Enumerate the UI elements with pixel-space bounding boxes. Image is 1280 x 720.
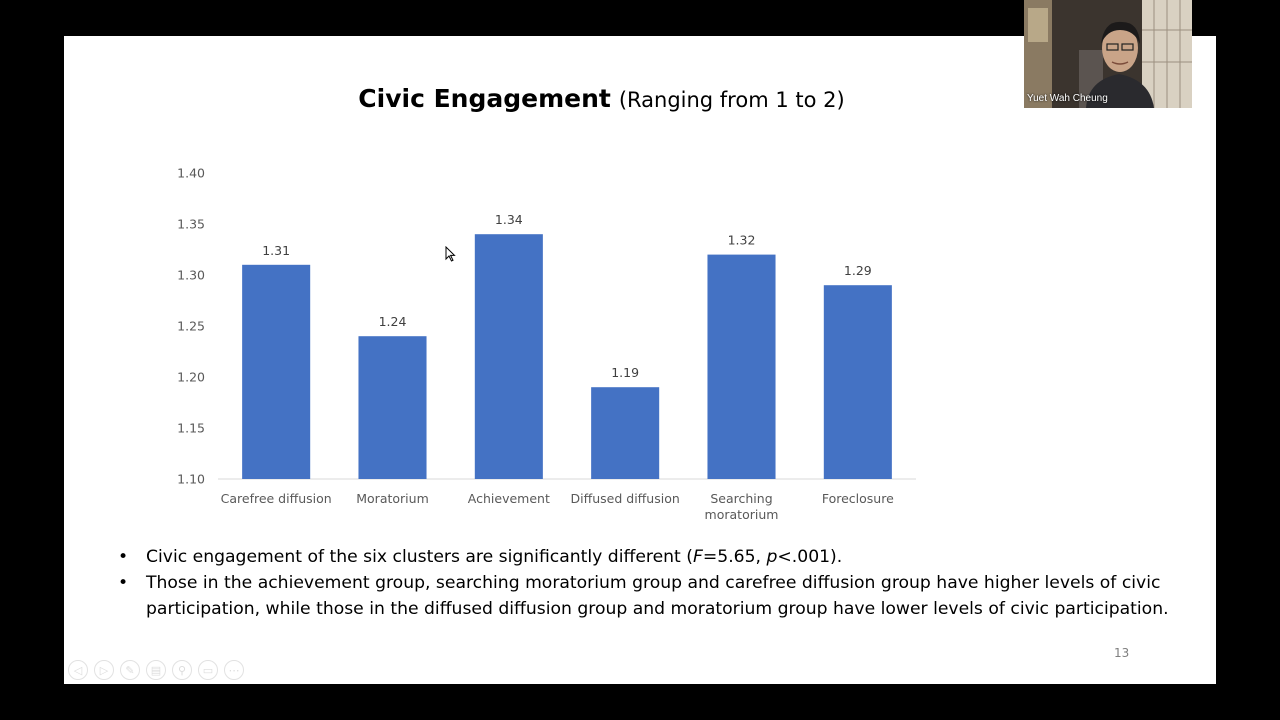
bullet-text: <.001).	[777, 547, 843, 567]
data-label: 1.24	[379, 314, 407, 329]
zoom-icon[interactable]: ⚲	[172, 660, 192, 680]
bullet-item: • Civic engagement of the six clusters ar…	[118, 544, 1208, 570]
bar	[823, 285, 892, 479]
y-tick-label: 1.25	[177, 319, 205, 334]
x-category-label: Carefree diffusion	[221, 491, 332, 506]
y-tick-label: 1.15	[177, 421, 205, 436]
data-label: 1.32	[728, 233, 756, 248]
bar	[591, 387, 660, 479]
slides-icon[interactable]: ▤	[146, 660, 166, 680]
slide-title-main: Civic Engagement	[358, 84, 611, 113]
bullet-text: F	[692, 547, 703, 567]
participant-video[interactable]: Yuet Wah Cheung	[1024, 0, 1192, 108]
y-tick-label: 1.40	[177, 166, 205, 181]
bullet-text: =5.65,	[702, 547, 767, 567]
bullet-list: • Civic engagement of the six clusters ar…	[118, 544, 1208, 622]
subtitles-icon[interactable]: ▭	[198, 660, 218, 680]
bullet-item: • Those in the achievement group, searchi…	[118, 570, 1208, 622]
bar-chart: 1.10 1.15 1.20 1.25 1.30 1.35 1.40 1.31 Carefree…	[177, 166, 916, 522]
bullet-text: Civic engagement of the six clusters are…	[146, 547, 693, 567]
bar	[358, 336, 427, 479]
presentation-slide: Civic Engagement (Ranging from 1 to 2) 1…	[64, 36, 1216, 684]
x-category-label: Searching moratorium	[705, 491, 779, 522]
data-label: 1.34	[495, 212, 523, 227]
bar	[242, 264, 311, 479]
slide-title: Civic Engagement (Ranging from 1 to 2)	[64, 84, 1139, 113]
bar	[474, 234, 543, 479]
bullet-text: p	[766, 547, 778, 567]
x-category-label: Achievement	[468, 491, 550, 506]
y-tick-label: 1.10	[177, 472, 205, 487]
slide-show-toolbar: ◁ ▷ ✎ ▤ ⚲ ▭ ⋯	[68, 660, 244, 680]
y-tick-label: 1.20	[177, 370, 205, 385]
y-tick-label: 1.35	[177, 217, 205, 232]
x-category-label: Moratorium	[356, 491, 429, 506]
participant-name: Yuet Wah Cheung	[1027, 93, 1108, 104]
pen-icon[interactable]: ✎	[120, 660, 140, 680]
y-tick-label: 1.30	[177, 268, 205, 283]
data-label: 1.29	[844, 263, 872, 278]
bullet-marker: •	[118, 547, 129, 567]
participant-video-image	[1024, 0, 1192, 108]
bar	[707, 254, 776, 479]
prev-icon[interactable]: ◁	[68, 660, 88, 680]
bullet-text: Those in the achievement group, searchin…	[146, 573, 1169, 619]
x-category-label: Foreclosure	[822, 491, 894, 506]
more-icon[interactable]: ⋯	[224, 660, 244, 680]
bullet-marker: •	[118, 573, 129, 593]
x-category-label: Diffused diffusion	[571, 491, 680, 506]
next-icon[interactable]: ▷	[94, 660, 114, 680]
data-label: 1.31	[262, 243, 290, 258]
data-label: 1.19	[611, 365, 639, 380]
mouse-cursor-icon	[445, 246, 456, 262]
slide-page-number: 13	[1114, 646, 1130, 660]
slide-title-subtitle: (Ranging from 1 to 2)	[618, 88, 845, 112]
